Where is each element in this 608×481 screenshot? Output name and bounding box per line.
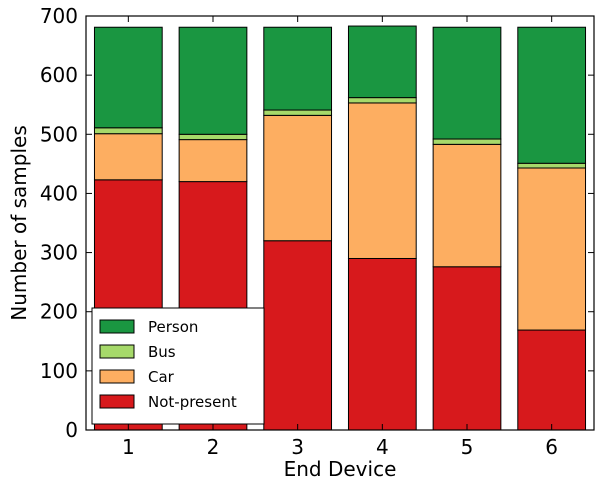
bar-not-present-device-6 — [517, 329, 587, 431]
y-tick-label: 400 — [40, 181, 78, 205]
x-tick-label: 2 — [207, 435, 220, 459]
legend-label-not-present: Not-present — [148, 393, 237, 411]
bar-person-device-6 — [517, 26, 587, 164]
bar-car-device-1 — [93, 133, 163, 181]
y-tick-label: 0 — [65, 418, 78, 442]
y-tick-label: 300 — [40, 241, 78, 265]
bar-bus-device-5 — [432, 138, 502, 145]
bar-not-present-device-5 — [432, 266, 502, 431]
bar-person-device-5 — [432, 26, 502, 140]
y-tick-label: 700 — [40, 4, 78, 28]
legend-label-bus: Bus — [148, 343, 176, 361]
bar-bus-device-4 — [347, 97, 417, 104]
bar-bus-device-2 — [178, 133, 248, 141]
legend-label-car: Car — [148, 368, 175, 386]
bar-bus-device-3 — [263, 109, 333, 116]
bar-person-device-4 — [347, 25, 417, 99]
x-axis-title: End Device — [284, 457, 397, 481]
bar-car-device-4 — [347, 102, 417, 259]
legend: Person Bus Car Not-present — [91, 307, 265, 425]
legend-label-person: Person — [148, 318, 198, 336]
x-tick-label: 4 — [376, 435, 389, 459]
bar-not-present-device-3 — [263, 240, 333, 431]
x-tick-label: 1 — [122, 435, 135, 459]
bar-person-device-3 — [263, 26, 333, 111]
x-tick-label: 6 — [545, 435, 558, 459]
legend-swatch-car — [99, 369, 135, 384]
x-tick-label: 5 — [461, 435, 474, 459]
y-tick-label: 600 — [40, 63, 78, 87]
bar-person-device-1 — [93, 26, 163, 129]
plot-frame — [85, 15, 595, 431]
y-axis: 0 100 200 300 400 500 600 700 — [40, 4, 594, 442]
bar-car-device-3 — [263, 114, 333, 242]
x-axis: 1 2 3 4 5 6 — [122, 16, 558, 459]
legend-swatch-not-present — [99, 394, 135, 409]
x-tick-label: 3 — [291, 435, 304, 459]
bar-not-present-device-4 — [347, 257, 417, 431]
legend-swatch-bus — [99, 344, 135, 359]
y-tick-label: 100 — [40, 359, 78, 383]
bar-car-device-5 — [432, 143, 502, 268]
y-tick-label: 500 — [40, 122, 78, 146]
legend-swatch-person — [99, 319, 135, 334]
y-axis-title: Number of samples — [7, 125, 31, 320]
y-tick-label: 200 — [40, 300, 78, 324]
bar-bus-device-6 — [517, 162, 587, 169]
bar-person-device-2 — [178, 26, 248, 135]
bar-bus-device-1 — [93, 127, 163, 135]
bar-car-device-6 — [517, 167, 587, 331]
bar-car-device-2 — [178, 139, 248, 183]
